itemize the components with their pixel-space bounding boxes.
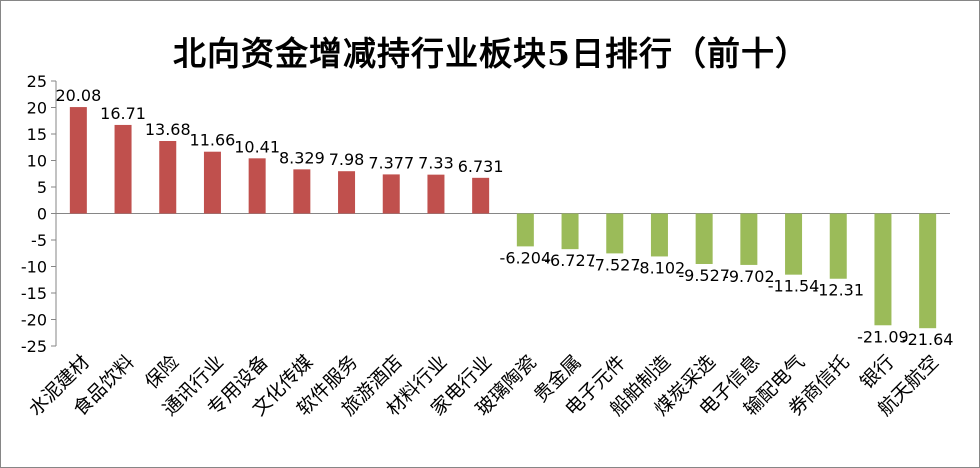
data-label: 11.66 xyxy=(190,131,236,150)
bar xyxy=(650,213,668,257)
data-label: 10.41 xyxy=(234,137,280,156)
data-label: -8.102 xyxy=(634,258,686,277)
data-label: 8.329 xyxy=(279,148,325,167)
data-label: -21.64 xyxy=(902,330,954,349)
data-label: -21.09 xyxy=(857,327,909,346)
bar xyxy=(203,151,221,214)
bar xyxy=(829,213,847,279)
bar xyxy=(874,213,892,326)
y-tick-label: 15 xyxy=(27,125,47,144)
data-label: -9.702 xyxy=(723,267,775,286)
bar xyxy=(472,177,490,214)
bar xyxy=(561,213,579,250)
bar xyxy=(516,213,534,247)
data-label: 7.33 xyxy=(418,154,454,173)
y-tick-label: -5 xyxy=(31,231,47,250)
bar xyxy=(248,158,266,214)
data-label: -12.31 xyxy=(812,281,864,300)
y-tick-label: 25 xyxy=(27,72,47,91)
bar xyxy=(114,124,132,214)
bar xyxy=(740,213,758,265)
bar xyxy=(338,171,356,214)
y-tick-label: -15 xyxy=(21,284,47,303)
bar xyxy=(69,107,87,214)
y-tick-label: -10 xyxy=(21,258,47,277)
bar xyxy=(427,174,445,214)
y-tick-label: -20 xyxy=(21,311,47,330)
data-label: 20.08 xyxy=(55,86,101,105)
bar xyxy=(919,213,937,329)
data-label: 7.98 xyxy=(329,150,365,169)
data-label: -7.527 xyxy=(589,255,641,274)
bar xyxy=(695,213,713,264)
data-label: 13.68 xyxy=(145,120,191,139)
data-label: -6.204 xyxy=(500,248,552,267)
data-label: 6.731 xyxy=(458,157,504,176)
data-label: -9.527 xyxy=(678,266,730,285)
y-tick-label: -25 xyxy=(21,337,47,356)
bar xyxy=(382,174,400,214)
bar xyxy=(293,169,311,214)
bar xyxy=(606,213,624,254)
data-label: 16.71 xyxy=(100,104,146,123)
data-label: -6.727 xyxy=(544,251,596,270)
y-tick-label: 20 xyxy=(27,99,47,118)
y-tick-label: 5 xyxy=(37,178,47,197)
y-tick-label: 0 xyxy=(37,205,47,224)
bar xyxy=(785,213,803,275)
data-label: -11.54 xyxy=(768,277,820,296)
y-tick-label: 10 xyxy=(27,152,47,171)
chart-title: 北向资金增减持行业板块5日排行（前十） xyxy=(173,34,809,73)
bar xyxy=(159,140,177,214)
data-label: 7.377 xyxy=(368,153,414,172)
